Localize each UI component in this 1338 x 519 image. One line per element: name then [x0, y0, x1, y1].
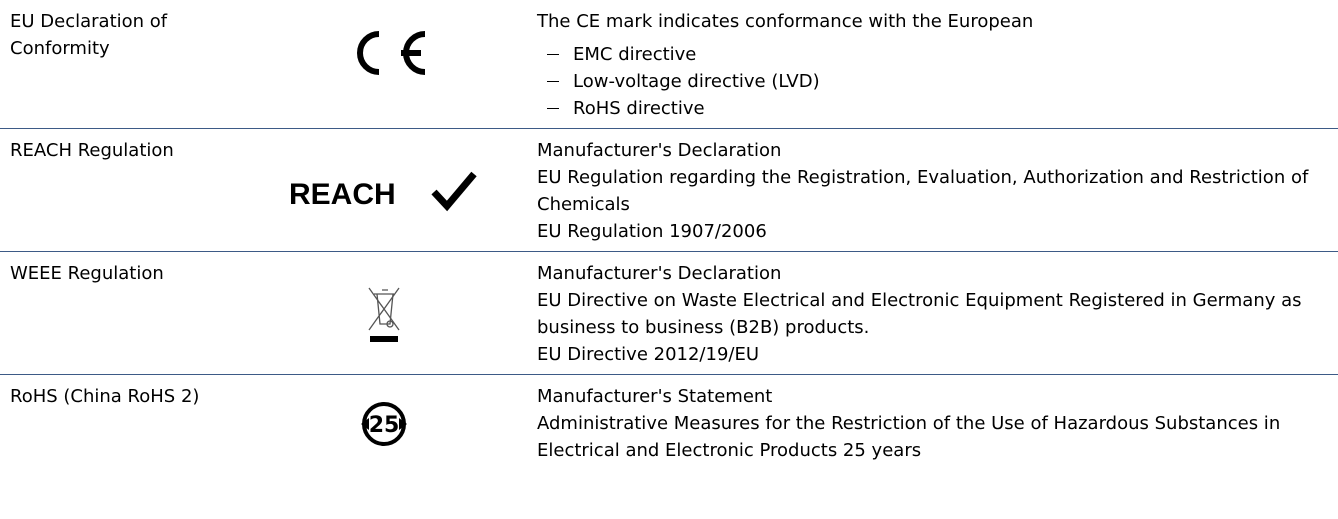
bullet-text: RoHS directive	[573, 98, 705, 119]
bullet-item: EMC directive	[547, 41, 1317, 68]
description-line: Manufacturer's Declaration	[537, 263, 782, 284]
row-icon	[230, 8, 537, 122]
bullet-item: Low-voltage directive (LVD)	[547, 68, 1317, 95]
description-line: EU Directive 2012/19/EU	[537, 344, 760, 365]
icon: REACH	[289, 171, 477, 212]
row-icon: 25	[230, 383, 537, 464]
description-line: EU Regulation 1907/2006	[537, 221, 767, 242]
description-line: Manufacturer's Declaration	[537, 140, 782, 161]
description-line: EU Regulation regarding the Registration…	[537, 167, 1309, 215]
table-row: RoHS (China RoHS 2) 25 Manufacturer's Stat…	[0, 375, 1338, 470]
bullet-text: Low-voltage directive (LVD)	[573, 71, 820, 92]
row-icon: REACH	[230, 137, 537, 245]
icon	[367, 287, 400, 342]
table: EU Declaration of Conformity The CE mark …	[0, 0, 1338, 470]
description-line: EU Directive on Waste Electrical and Ele…	[537, 290, 1302, 338]
bullet-item: RoHS directive	[547, 95, 1317, 122]
row-description: Manufacturer's Declaration EU Regulation …	[537, 137, 1317, 245]
icon	[356, 31, 425, 75]
row-label: REACH Regulation	[10, 140, 174, 161]
row-description: Manufacturer's Declaration EU Directive o…	[537, 260, 1317, 368]
row-label: WEEE Regulation	[10, 263, 164, 284]
table-row: EU Declaration of Conformity The CE mark …	[0, 0, 1338, 129]
table-row: WEEE Regulation Manufacturer's Declaratio…	[0, 252, 1338, 375]
row-icon	[230, 260, 537, 368]
row-label: RoHS (China RoHS 2)	[10, 386, 200, 407]
row-label: EU Declaration of Conformity	[10, 11, 168, 59]
description-line: The CE mark indicates conformance with t…	[537, 11, 1034, 32]
row-description: Manufacturer's Statement Administrative M…	[537, 383, 1317, 464]
bullet-list: EMC directive Low-voltage directive (LVD)…	[537, 41, 1317, 122]
row-description: The CE mark indicates conformance with t…	[537, 8, 1317, 122]
icon-text: REACH	[289, 178, 396, 211]
icon-text: 25	[368, 413, 399, 438]
icon: 25	[360, 401, 407, 446]
table-row: REACH Regulation REACH Manufacturer's Decl…	[0, 129, 1338, 252]
description-line: Administrative Measures for the Restrict…	[537, 413, 1281, 461]
bullet-dash	[547, 108, 559, 109]
bullet-dash	[547, 54, 559, 55]
description-line: Manufacturer's Statement	[537, 386, 773, 407]
bullet-text: EMC directive	[573, 44, 697, 65]
bullet-dash	[547, 81, 559, 82]
